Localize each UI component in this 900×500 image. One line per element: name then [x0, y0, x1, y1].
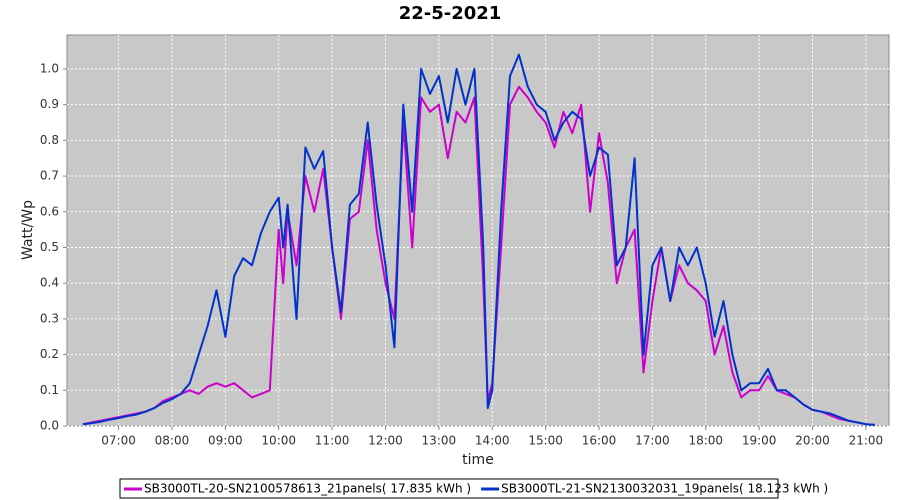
y-axis-label: Watt/Wp — [20, 200, 36, 260]
series-line — [82, 85, 875, 426]
chart-title: 22-5-2021 — [399, 3, 502, 24]
legend-label: SB3000TL-21-SN2130032031_19panels( 18.12… — [501, 482, 828, 496]
y-tick-label: 0.9 — [40, 97, 59, 111]
y-tick-label: 0.3 — [40, 311, 59, 325]
y-tick-label: 0.4 — [40, 276, 59, 290]
y-tick-label: 0.0 — [40, 419, 59, 433]
x-tick-label: 21:00 — [849, 434, 884, 448]
x-tick-label: 20:00 — [795, 434, 830, 448]
x-tick-label: 09:00 — [208, 434, 243, 448]
y-tick-label: 0.8 — [40, 133, 59, 147]
y-tick-label: 0.5 — [40, 240, 59, 254]
y-tick-label: 0.7 — [40, 169, 59, 183]
x-tick-label: 17:00 — [635, 434, 670, 448]
legend-label: SB3000TL-20-SN2100578613_21panels( 17.83… — [144, 482, 471, 496]
x-tick-label: 07:00 — [101, 434, 136, 448]
legend — [119, 478, 779, 499]
x-tick-label: 10:00 — [261, 434, 296, 448]
x-axis-label: time — [462, 452, 494, 468]
x-tick-label: 19:00 — [742, 434, 777, 448]
x-tick-label: 08:00 — [155, 434, 190, 448]
x-tick-label: 14:00 — [475, 434, 510, 448]
y-tick-label: 1.0 — [40, 61, 59, 75]
y-tick-label: 0.2 — [40, 347, 59, 361]
y-tick-label: 0.1 — [40, 383, 59, 397]
x-tick-label: 13:00 — [422, 434, 457, 448]
x-tick-label: 15:00 — [528, 434, 563, 448]
x-tick-label: 12:00 — [368, 434, 403, 448]
series-line — [82, 53, 875, 426]
x-tick-label: 11:00 — [315, 434, 350, 448]
x-tick-label: 16:00 — [582, 434, 617, 448]
y-tick-label: 0.6 — [40, 204, 59, 218]
plot-area — [66, 34, 890, 427]
x-tick-label: 18:00 — [688, 434, 723, 448]
